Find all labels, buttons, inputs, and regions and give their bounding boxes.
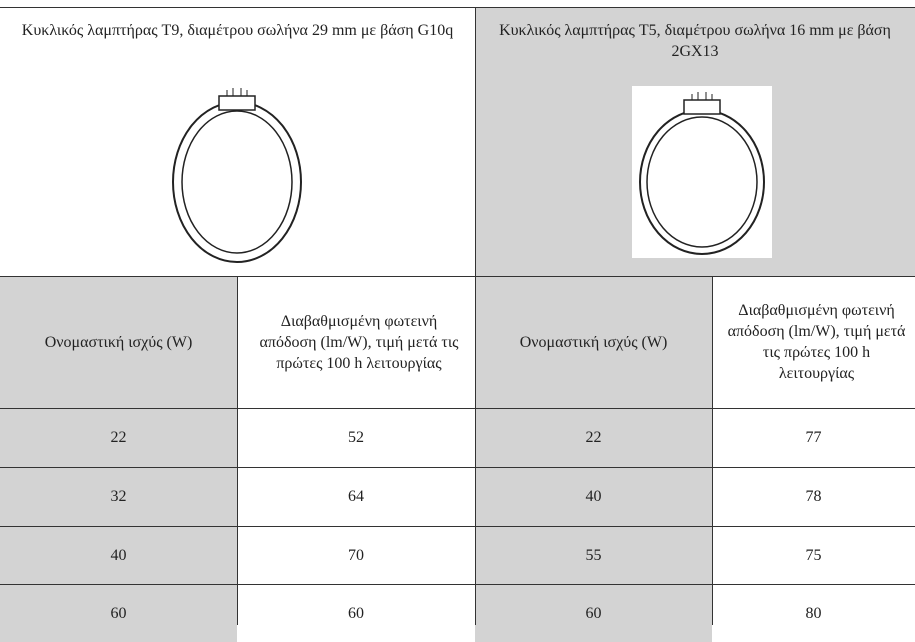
column-header: Διαβαθμισμένη φωτεινή απόδοση (lm/W), τι… [237, 276, 475, 408]
table-cell-text: 80 [806, 603, 822, 624]
table-cell-text: 60 [586, 603, 602, 624]
table-cell: 52 [237, 408, 475, 467]
table-cell-text: 40 [586, 486, 602, 507]
table-cell: 70 [237, 526, 475, 584]
table-cell: 75 [712, 526, 915, 584]
table-cell: 60 [237, 584, 475, 642]
column-header-text: Διαβαθμισμένη φωτεινή απόδοση (lm/W), τι… [726, 300, 907, 384]
table-cell: 60 [475, 584, 712, 642]
column-header-text: Ονομαστική ισχύς (W) [45, 332, 193, 353]
table-cell: 64 [237, 467, 475, 526]
table-cell-text: 55 [586, 545, 602, 566]
header-text: Κυκλικός λαμπτήρας T9, διαμέτρου σωλήνα … [22, 20, 453, 41]
table-cell: 32 [0, 467, 237, 526]
table-cell-text: 70 [348, 545, 364, 566]
table-cell: 80 [712, 584, 915, 642]
table-cell: 55 [475, 526, 712, 584]
column-header-text: Ονομαστική ισχύς (W) [520, 332, 668, 353]
rule [0, 467, 915, 468]
rule [0, 584, 915, 585]
table-cell: 22 [0, 408, 237, 467]
table-cell-text: 78 [806, 486, 822, 507]
table-cell: 77 [712, 408, 915, 467]
table-cell-text: 60 [111, 603, 127, 624]
header-text: Κυκλικός λαμπτήρας T5, διαμέτρου σωλήνα … [481, 20, 909, 62]
table-cell-text: 64 [348, 486, 364, 507]
rule [0, 276, 915, 277]
table-cell: 22 [475, 408, 712, 467]
lamp-image [167, 82, 307, 266]
table-cell: 60 [0, 584, 237, 642]
column-header: Ονομαστική ισχύς (W) [0, 276, 237, 408]
table-cell: 78 [712, 467, 915, 526]
lamp-image [632, 86, 772, 258]
table-cell-text: 40 [111, 545, 127, 566]
rule [237, 276, 238, 625]
table-cell-text: 32 [111, 486, 127, 507]
rule [0, 7, 915, 8]
table-cell-text: 75 [806, 545, 822, 566]
table-cell: 40 [475, 467, 712, 526]
column-header: Διαβαθμισμένη φωτεινή απόδοση (lm/W), τι… [712, 276, 915, 408]
page: Κυκλικός λαμπτήρας T9, διαμέτρου σωλήνα … [0, 0, 915, 625]
rule [0, 526, 915, 527]
table-cell: 40 [0, 526, 237, 584]
table-cell-text: 22 [586, 427, 602, 448]
rule [0, 408, 915, 409]
rule [475, 7, 476, 625]
table-cell-text: 77 [806, 427, 822, 448]
rule [712, 276, 713, 625]
column-header-text: Διαβαθμισμένη φωτεινή απόδοση (lm/W), τι… [251, 311, 467, 374]
table-cell-text: 52 [348, 427, 364, 448]
table-cell-text: 22 [111, 427, 127, 448]
table-cell-text: 60 [348, 603, 364, 624]
column-header: Ονομαστική ισχύς (W) [475, 276, 712, 408]
